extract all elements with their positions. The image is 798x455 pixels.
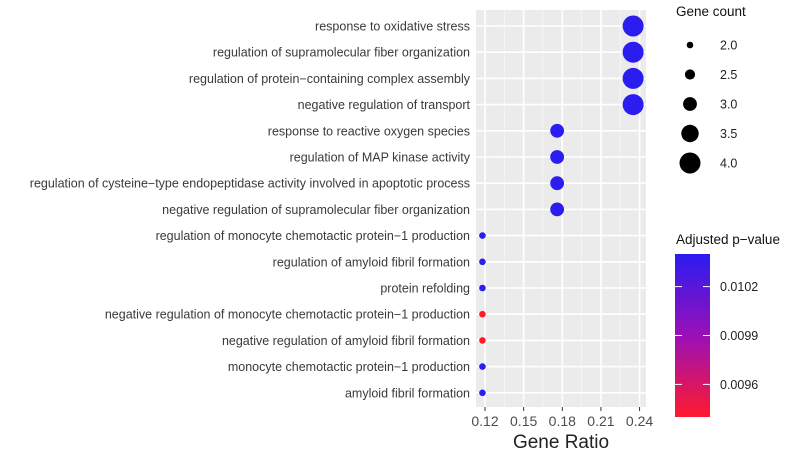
y-tick-label: response to reactive oxygen species xyxy=(268,124,470,138)
x-axis-title: Gene Ratio xyxy=(513,432,609,453)
data-point xyxy=(479,363,486,370)
y-tick-label: regulation of protein−containing complex… xyxy=(189,72,471,86)
y-tick-label: negative regulation of amyloid fibril fo… xyxy=(222,334,470,348)
data-point xyxy=(622,15,644,37)
data-point xyxy=(550,150,565,164)
y-tick-label: monocyte chemotactic protein−1 productio… xyxy=(228,360,470,374)
y-tick-label: regulation of MAP kinase activity xyxy=(290,151,471,165)
y-tick-label: negative regulation of supramolecular fi… xyxy=(162,203,470,217)
y-tick-label: regulation of monocyte chemotactic prote… xyxy=(156,229,470,243)
x-axis-ticks: 0.12 0.15 0.18 0.21 0.24 xyxy=(471,407,653,429)
data-point xyxy=(550,202,565,217)
data-point xyxy=(622,94,644,116)
y-axis-labels: response to oxidative stress regulation o… xyxy=(30,20,471,401)
x-tick-label: 0.18 xyxy=(549,413,576,429)
color-legend-label: 0.0099 xyxy=(720,329,758,343)
size-legend-label: 3.5 xyxy=(720,127,737,141)
data-point xyxy=(550,123,565,138)
size-legend-key xyxy=(686,41,694,49)
data-point xyxy=(479,258,486,266)
size-legend: Gene count 2.0 2.5 3.0 3.5 4.0 xyxy=(676,4,746,174)
x-tick-label: 0.12 xyxy=(471,413,498,429)
size-legend-label: 2.5 xyxy=(720,68,737,82)
size-legend-key xyxy=(683,97,697,111)
y-tick-label: negative regulation of transport xyxy=(298,98,471,112)
size-legend-label: 2.0 xyxy=(720,39,737,53)
size-legend-key xyxy=(681,124,699,143)
size-legend-key xyxy=(679,152,701,174)
data-point xyxy=(479,284,486,292)
x-tick-label: 0.21 xyxy=(587,413,614,429)
color-legend: Adjusted p−value 0.0102 0.0099 0.0096 xyxy=(675,232,780,417)
data-point xyxy=(550,176,565,191)
y-tick-label: amyloid fibril formation xyxy=(345,386,470,400)
y-tick-label: regulation of amyloid fibril formation xyxy=(273,255,470,269)
y-tick-label: response to oxidative stress xyxy=(315,20,470,34)
color-legend-title: Adjusted p−value xyxy=(676,232,780,247)
size-legend-label: 3.0 xyxy=(720,98,737,112)
data-point xyxy=(479,389,486,397)
y-tick-label: regulation of supramolecular fiber organ… xyxy=(213,46,470,60)
data-points xyxy=(479,15,644,397)
data-point xyxy=(479,310,486,318)
color-legend-label: 0.0096 xyxy=(720,378,758,392)
y-tick-label: negative regulation of monocyte chemotac… xyxy=(105,308,470,322)
data-point xyxy=(622,41,644,63)
y-tick-label: protein refolding xyxy=(380,282,470,296)
x-tick-label: 0.24 xyxy=(626,413,653,429)
data-point xyxy=(479,232,486,239)
y-tick-label: regulation of cysteine−type endopeptidas… xyxy=(30,177,470,191)
data-point xyxy=(479,337,486,344)
size-legend-label: 4.0 xyxy=(720,157,737,171)
size-legend-key xyxy=(684,69,696,80)
data-point xyxy=(622,67,644,89)
size-legend-title: Gene count xyxy=(676,4,746,19)
x-tick-label: 0.15 xyxy=(510,413,537,429)
color-legend-label: 0.0102 xyxy=(720,280,758,294)
